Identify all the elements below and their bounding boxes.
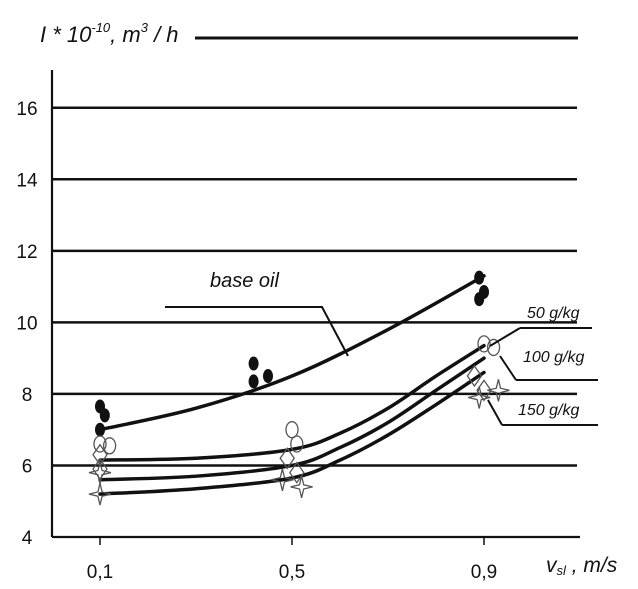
legend-label-3: 150 g/kg [518,402,579,419]
y-axis-title-exponent: -10 [91,20,111,35]
x-axis-title: vsl , m/s [546,554,618,578]
x-tick-label: 0,1 [87,562,113,583]
y-tick-labels: 4 6 8 10 12 14 16 [16,99,38,549]
series-line-0 [100,276,484,430]
y-tick-label: 12 [16,242,37,263]
y-axis-title-tail: / h [148,22,179,47]
y-tick-label: 8 [22,385,33,406]
axes [52,70,580,537]
x-axis-title-tail: , m/s [566,554,618,577]
point-base-oil [263,369,273,383]
grid [52,108,577,466]
y-tick-label: 6 [22,456,33,477]
point-base-oil [474,271,484,285]
legend-label-0: base oil [210,270,279,292]
y-axis-title: I * 10-10, m3 / h [40,20,179,47]
y-tick-label: 10 [16,313,37,334]
point-base-oil [249,357,259,371]
series-line-1 [100,346,484,460]
x-tick-label: 0,9 [471,562,497,583]
legend: base oil 50 g/kg 100 g/kg 150 g/kg [165,270,598,425]
legend-label-2: 100 g/kg [523,349,584,366]
y-tick-label: 16 [16,99,37,120]
point-150 [468,387,490,409]
x-tick-label: 0,5 [279,562,305,583]
point-base-oil [100,408,110,422]
y-axis-title-main: I * 10 [40,22,92,47]
y-tick-label: 4 [22,528,33,549]
point-base-oil [249,374,259,388]
legend-label-1: 50 g/kg [527,305,580,322]
data-points [89,271,509,505]
y-axis-title-unit: , m [110,22,141,47]
legend-leader-base-oil [165,307,348,356]
point-base-oil [95,423,105,437]
y-tick-label: 14 [16,170,38,191]
point-50 [286,422,298,438]
point-base-oil [474,292,484,306]
legend-leader-50 [490,328,592,346]
x-tick-labels: 0,1 0,5 0,9 [87,537,497,583]
